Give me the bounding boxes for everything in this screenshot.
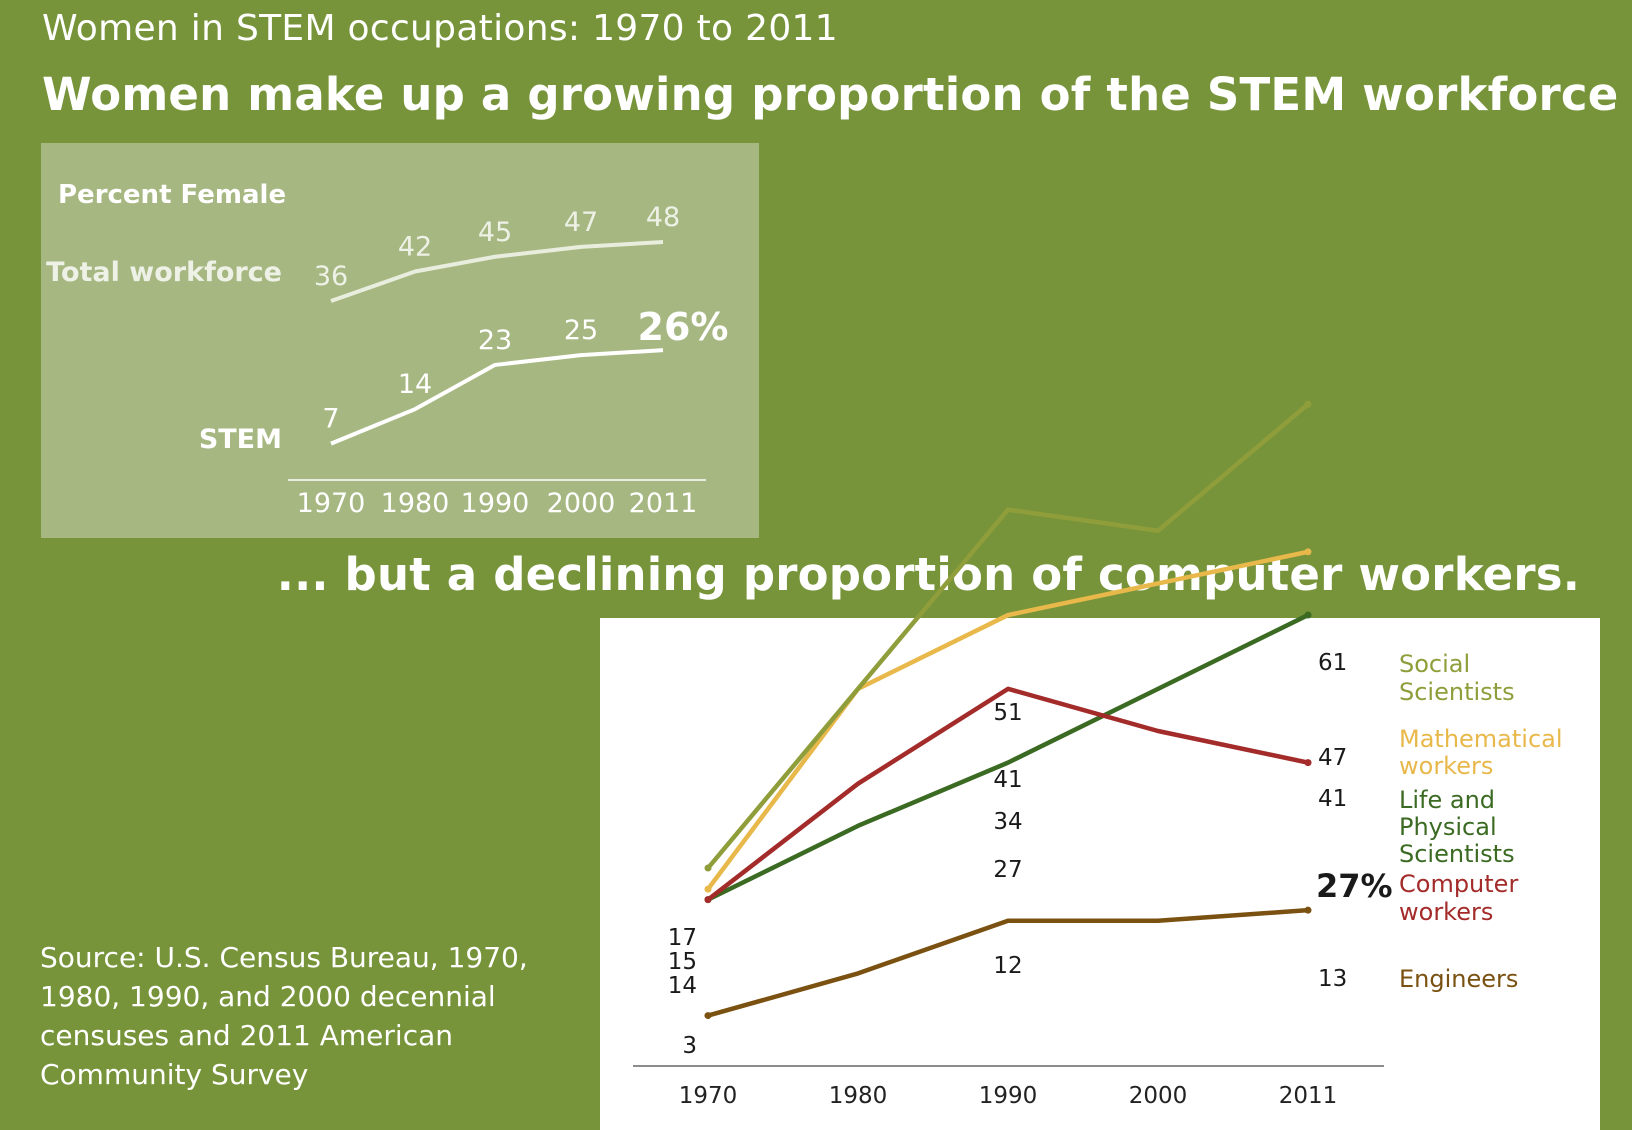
legend-item-social-scientists-line-1: Scientists (1399, 678, 1515, 706)
top-data-label-stem-1: 14 (398, 369, 432, 400)
bottom-data-label-11: 41 (1318, 786, 1347, 812)
bottom-point-engineers-4 (1304, 906, 1312, 914)
top-x-tick-2011: 2011 (629, 488, 698, 519)
bottom-point-social-scientists-0 (704, 864, 712, 872)
bottom-x-tick-2011: 2011 (1279, 1083, 1338, 1109)
headline-bottom: ... but a declining proportion of comput… (276, 548, 1580, 601)
legend-item-life-and-physical-scientists-line-2: Scientists (1399, 840, 1515, 868)
top-series-name-stem: STEM (199, 424, 282, 455)
bottom-data-label-6: 34 (993, 809, 1022, 835)
bottom-series-line-social-scientists (706, 402, 1310, 870)
legend-item-social-scientists-line-0: Social (1399, 650, 1470, 678)
top-data-label-total-workforce-4: 48 (646, 202, 680, 233)
bottom-point-social-scientists-2 (1006, 507, 1010, 512)
bottom-point-social-scientists-1 (856, 686, 860, 691)
bottom-point-engineers-1 (856, 971, 860, 976)
bottom-data-label-12: 27% (1316, 867, 1393, 905)
top-x-tick-1970: 1970 (297, 488, 366, 519)
legend-item-engineers-line-0: Engineers (1399, 965, 1518, 993)
bottom-data-label-1: 15 (668, 949, 697, 975)
bottom-x-tick-2000: 2000 (1129, 1083, 1188, 1109)
headline-top: Women make up a growing proportion of th… (42, 68, 1619, 174)
bottom-x-tick-1980: 1980 (829, 1083, 888, 1109)
bottom-point-mathematical-workers-2 (1006, 613, 1010, 618)
bottom-data-label-3: 3 (682, 1033, 697, 1059)
top-data-label-total-workforce-3: 47 (564, 207, 598, 238)
bottom-data-label-10: 47 (1318, 745, 1347, 771)
bottom-data-label-4: 51 (993, 700, 1022, 726)
bottom-point-engineers-2 (1006, 918, 1010, 923)
bottom-point-social-scientists-3 (1156, 528, 1160, 533)
legend-item-mathematical-workers-line-0: Mathematical (1399, 725, 1563, 753)
bottom-point-engineers-0 (704, 1012, 712, 1020)
bottom-data-label-0: 17 (668, 925, 697, 951)
top-data-label-stem-4: 26% (638, 305, 729, 349)
legend-item-computer-workers-line-0: Computer (1399, 870, 1518, 898)
top-data-label-total-workforce-2: 45 (478, 217, 512, 248)
legend-item-computer-workers-line-1: workers (1399, 898, 1493, 926)
top-series-line-total-workforce (330, 240, 664, 303)
bottom-point-mathematical-workers-0 (704, 885, 712, 893)
top-data-label-stem-0: 7 (322, 404, 339, 435)
bottom-point-mathematical-workers-3 (1156, 581, 1160, 586)
top-data-label-stem-2: 23 (478, 325, 512, 356)
top-data-label-stem-3: 25 (564, 315, 598, 346)
bottom-point-computer-workers-1 (856, 781, 860, 786)
legend-item-life-and-physical-scientists-line-1: Physical (1399, 813, 1497, 841)
bottom-point-social-scientists-4 (1304, 400, 1312, 408)
bottom-data-label-5: 41 (993, 767, 1022, 793)
bottom-point-computer-workers-3 (1156, 729, 1160, 733)
bottom-point-mathematical-workers-4 (1304, 548, 1312, 556)
top-x-tick-2000: 2000 (547, 488, 616, 519)
source-note: Source: U.S. Census Bureau, 1970, 1980, … (40, 941, 528, 1091)
top-x-tick-1980: 1980 (381, 488, 450, 519)
bottom-data-label-9: 61 (1318, 650, 1347, 676)
top-series-line-stem (330, 348, 664, 446)
top-x-tick-1990: 1990 (461, 488, 530, 519)
top-data-label-total-workforce-0: 36 (314, 261, 348, 292)
top-data-label-total-workforce-1: 42 (398, 232, 432, 263)
bottom-x-tick-1990: 1990 (979, 1083, 1038, 1109)
bottom-point-life-and-physical-scientists-2 (1006, 760, 1010, 765)
bottom-point-computer-workers-2 (1006, 686, 1010, 691)
legend-item-mathematical-workers-line-1: workers (1399, 752, 1493, 780)
bottom-x-tick-1970: 1970 (679, 1083, 738, 1109)
bottom-point-life-and-physical-scientists-3 (1156, 686, 1160, 691)
bottom-point-engineers-3 (1156, 918, 1160, 923)
page-subtitle: Women in STEM occupations: 1970 to 2011 (42, 8, 838, 49)
bottom-point-computer-workers-0 (704, 896, 712, 904)
chart-title: Percent Female (58, 180, 286, 210)
bottom-chart-panel (600, 618, 1600, 1130)
bottom-data-label-2: 14 (668, 973, 697, 999)
legend-item-life-and-physical-scientists-line-0: Life and (1399, 786, 1495, 814)
bottom-point-computer-workers-4 (1304, 759, 1312, 767)
bottom-data-label-13: 13 (1318, 966, 1347, 992)
bottom-data-label-8: 12 (993, 953, 1022, 979)
bottom-point-life-and-physical-scientists-1 (856, 823, 860, 828)
top-chart-panel (41, 143, 759, 538)
top-series-name-total-workforce: Total workforce (46, 257, 282, 288)
bottom-data-label-7: 27 (993, 857, 1022, 883)
bottom-point-life-and-physical-scientists-4 (1304, 611, 1312, 619)
